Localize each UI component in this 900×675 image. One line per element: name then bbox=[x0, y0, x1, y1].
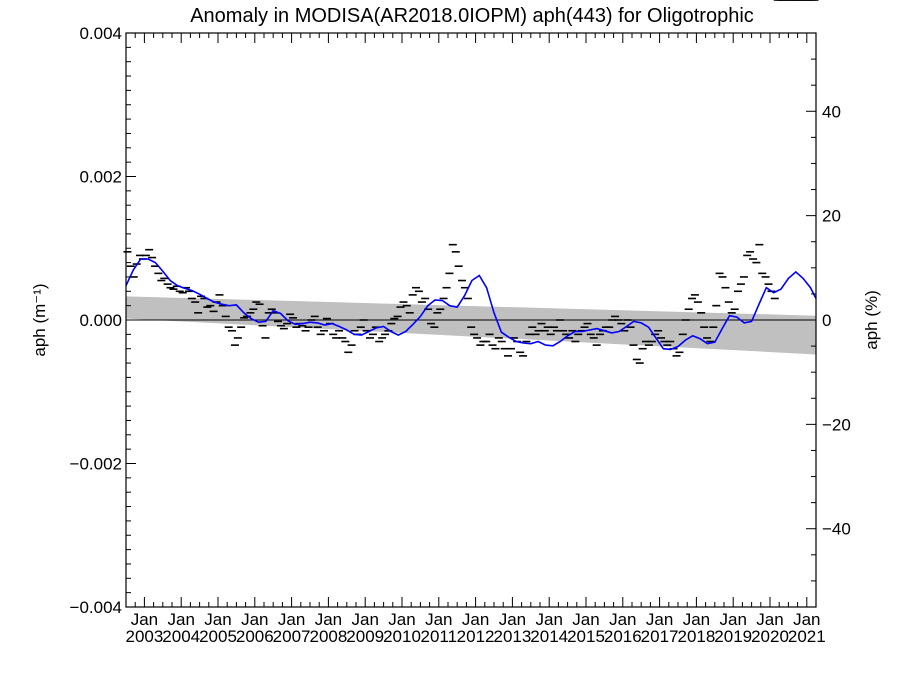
x-tick-label-year: 2019 bbox=[714, 627, 752, 646]
x-tick-label-month: Jan bbox=[167, 610, 194, 629]
x-tick-label-year: 2017 bbox=[641, 627, 679, 646]
x-tick-label-month: Jan bbox=[535, 610, 562, 629]
x-tick-label-month: Jan bbox=[204, 610, 231, 629]
smoothed-line bbox=[125, 258, 817, 351]
x-tick-label-year: 2013 bbox=[493, 627, 531, 646]
x-tick-label-month: Jan bbox=[315, 610, 342, 629]
x-tick-label-month: Jan bbox=[793, 610, 820, 629]
x-tick-label-month: Jan bbox=[572, 610, 599, 629]
x-tick-label-year: 2015 bbox=[567, 627, 605, 646]
x-tick-label-year: 2011 bbox=[421, 627, 458, 646]
x-tick-label-year: 2016 bbox=[604, 627, 642, 646]
left-tick-label: 0.002 bbox=[79, 168, 122, 187]
x-tick-label-year: 2005 bbox=[199, 627, 237, 646]
right-tick-label: −20 bbox=[822, 415, 851, 434]
smoothed-line-group bbox=[125, 258, 817, 351]
x-tick-label-year: 2021 bbox=[788, 627, 826, 646]
left-tick-label: −0.002 bbox=[70, 455, 122, 474]
x-tick-label-month: Jan bbox=[683, 610, 710, 629]
x-tick-label-year: 2006 bbox=[236, 627, 274, 646]
x-tick-label-month: Jan bbox=[131, 610, 158, 629]
x-tick-label-month: Jan bbox=[499, 610, 526, 629]
right-tick-label: −40 bbox=[822, 520, 851, 539]
x-tick-label-month: Jan bbox=[351, 610, 378, 629]
x-tick-label-month: Jan bbox=[425, 610, 452, 629]
x-tick-label-year: 2007 bbox=[273, 627, 311, 646]
trend-band bbox=[126, 296, 816, 355]
left-tick-label: −0.004 bbox=[70, 598, 122, 617]
chart-title: Anomaly in MODISA(AR2018.0IOPM) aph(443)… bbox=[190, 5, 754, 27]
right-tick-label: 20 bbox=[822, 207, 841, 226]
right-axis: 40 20 0 −20 −40 bbox=[806, 58, 851, 582]
left-tick-label: 0.000 bbox=[79, 311, 122, 330]
x-tick-label-month: Jan bbox=[278, 610, 305, 629]
right-tick-label: 40 bbox=[822, 102, 841, 121]
x-tick-label-year: 2012 bbox=[457, 627, 495, 646]
left-axis: 0.004 0.002 0.000 −0.002 −0.004 bbox=[70, 24, 136, 617]
x-tick-label-month: Jan bbox=[646, 610, 673, 629]
x-tick-label-month: Jan bbox=[609, 610, 636, 629]
y-axis-label-right: aph (%) bbox=[862, 290, 881, 350]
x-tick-label-month: Jan bbox=[388, 610, 415, 629]
x-tick-label-year: 2004 bbox=[162, 627, 200, 646]
x-tick-label-year: 2008 bbox=[309, 627, 347, 646]
x-tick-label-year: 2014 bbox=[530, 627, 568, 646]
left-tick-label: 0.004 bbox=[79, 24, 122, 43]
monthly-points bbox=[123, 0, 819, 364]
x-tick-label-month: Jan bbox=[241, 610, 268, 629]
x-axis: Jan2003Jan2004Jan2005Jan2006Jan2007Jan20… bbox=[125, 33, 826, 646]
right-tick-label: 0 bbox=[822, 311, 831, 330]
x-tick-label-year: 2020 bbox=[751, 627, 789, 646]
x-tick-label-month: Jan bbox=[719, 610, 746, 629]
x-tick-label-year: 2009 bbox=[346, 627, 384, 646]
x-tick-label-month: Jan bbox=[756, 610, 783, 629]
trend-confidence-band bbox=[126, 296, 816, 355]
x-tick-label-month: Jan bbox=[462, 610, 489, 629]
x-tick-label-year: 2003 bbox=[125, 627, 163, 646]
x-tick-label-year: 2010 bbox=[383, 627, 421, 646]
x-tick-label-year: 2018 bbox=[677, 627, 715, 646]
y-axis-label-left: aph (m⁻¹) bbox=[30, 283, 49, 356]
